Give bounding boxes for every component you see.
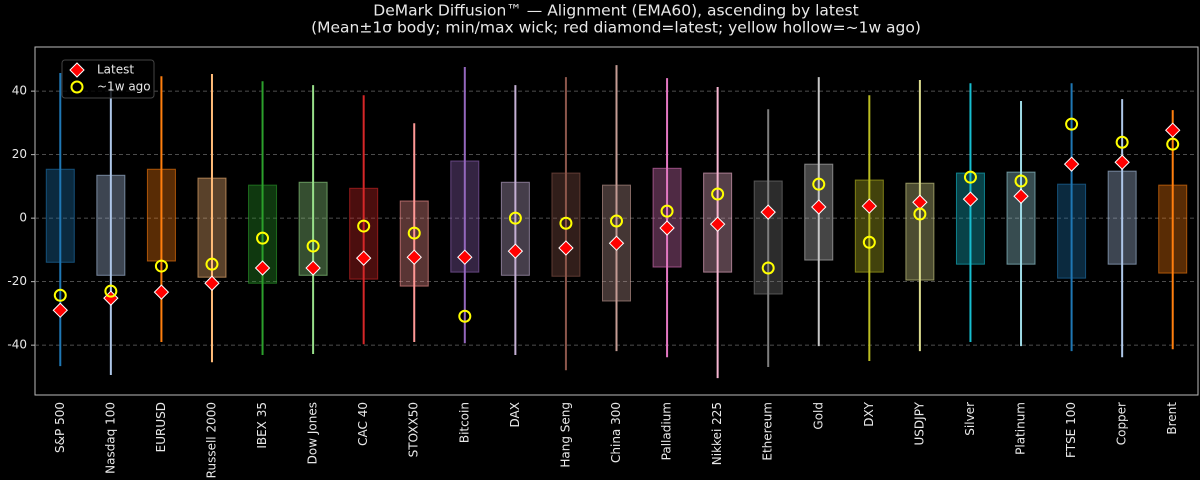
latest-marker [507,243,524,259]
latest-marker [1063,156,1080,172]
x-tick-label: S&P 500 [53,402,67,453]
body [146,168,176,262]
body [45,168,75,263]
latest-marker [811,199,827,215]
latest-marker [355,250,372,266]
week-ago-marker [407,226,421,240]
body [955,172,985,265]
week-ago-marker [306,239,320,253]
latest-marker [305,260,321,276]
body [1057,183,1087,279]
body [652,167,682,268]
week-ago-marker [104,284,118,298]
week-ago-marker [812,177,826,191]
week-ago-marker [256,231,270,245]
latest-marker [204,275,220,291]
body [1158,184,1188,274]
body [1107,170,1137,265]
latest-marker [608,235,625,251]
x-tick-label: Platinum [1014,402,1028,455]
week-ago-marker [1115,135,1129,149]
y-tick-label: -40 [7,338,27,352]
legend: Latest ~1w ago [61,59,155,99]
x-tick-label: EURUSD [154,402,168,452]
body [753,180,783,295]
plot-frame [34,46,1199,396]
latest-marker [659,220,675,236]
body [551,172,581,277]
latest-marker [962,191,979,207]
x-tick-label: Copper [1115,402,1129,445]
latest-marker [760,204,776,220]
week-ago-marker [357,219,371,233]
x-tick-label: Gold [811,402,825,430]
legend-label: ~1w ago [97,80,151,94]
x-tick-label: Ethereum [761,402,775,461]
latest-marker [457,249,473,265]
week-ago-marker [458,309,472,323]
x-tick-label: Silver [963,402,977,436]
latest-marker [254,260,271,276]
week-ago-marker [862,235,876,249]
x-tick-label: China 300 [609,402,623,463]
legend-label: Latest [97,63,134,77]
x-tick-label: STOXX50 [407,402,421,457]
x-tick-label: Nikkei 225 [710,402,724,465]
x-tick-label: Brent [1165,402,1179,435]
week-ago-marker [913,207,927,221]
latest-marker [52,302,68,318]
latest-marker [1165,122,1181,138]
x-tick-label: Russell 2000 [204,402,218,478]
week-ago-marker [508,211,522,225]
latest-marker [709,216,726,232]
y-tick-label: 40 [12,84,27,98]
body [197,177,227,278]
latest-marker [406,249,422,265]
week-ago-marker [761,261,775,275]
chart-subtitle: (Mean±1σ body; min/max wick; red diamond… [311,19,921,37]
week-ago-marker [1014,174,1028,188]
week-ago-marker [1166,137,1180,151]
x-tick-label: FTSE 100 [1064,402,1078,458]
body [96,174,126,276]
x-tick-label: DXY [862,401,876,426]
x-tick-label: CAC 40 [356,402,370,446]
week-ago-marker [610,214,623,228]
x-tick-label: Nasdaq 100 [103,402,117,474]
latest-marker [1013,188,1029,204]
x-tick-label: IBEX 35 [255,402,269,449]
legend-marker [69,62,85,78]
latest-marker [1114,154,1130,170]
week-ago-marker [1065,117,1079,131]
y-tick-label: 0 [19,211,27,225]
week-ago-marker [963,170,977,184]
week-ago-marker [154,259,168,273]
week-ago-marker [53,288,67,302]
latest-marker [861,198,878,214]
body [854,179,884,273]
legend-marker [70,80,84,94]
y-tick-label: 20 [12,147,27,161]
x-tick-label: Dow Jones [306,402,320,464]
x-tick-label: USDJPY [912,401,926,445]
y-tick-label: -20 [7,274,27,288]
week-ago-marker [660,204,674,218]
body [399,200,429,287]
x-tick-label: Hang Seng [558,402,572,468]
body [298,181,328,276]
week-ago-marker [205,257,219,271]
x-tick-label: DAX [508,402,522,427]
week-ago-marker [559,216,573,230]
chart-title: DeMark Diffusion™ — Alignment (EMA60), a… [373,2,858,20]
x-tick-label: Palladium [660,402,674,460]
legend-box [61,59,155,99]
latest-marker [558,240,574,256]
body [500,181,530,276]
x-tick-label: Bitcoin [457,402,471,443]
week-ago-marker [711,187,725,201]
latest-marker [153,284,170,300]
